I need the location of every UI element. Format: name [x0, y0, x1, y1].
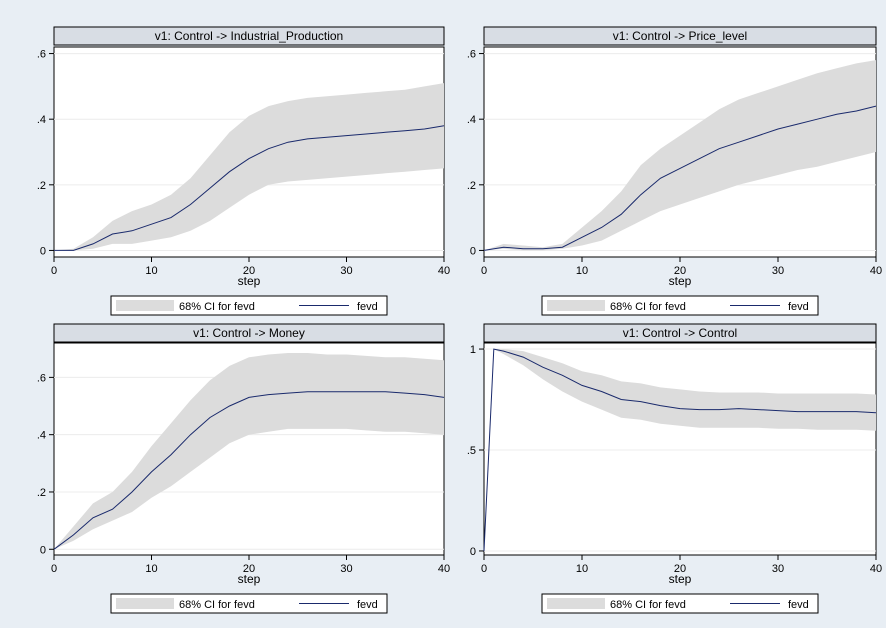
y-tick-label: .6 [37, 49, 46, 61]
legend: 68% CI for fevd fevd [110, 593, 388, 614]
legend-ci-label: 68% CI for fevd [179, 599, 255, 611]
fevd-line [54, 125, 445, 251]
x-tick-label: 0 [481, 563, 487, 575]
legend-ci-swatch [547, 598, 605, 609]
legend: 68% CI for fevd fevd [110, 295, 388, 316]
legend-line-label: fevd [357, 599, 378, 611]
ci-band [484, 60, 876, 251]
y-tick-label: 0 [470, 546, 476, 558]
x-tick-label: 0 [481, 265, 487, 277]
y-tick-label: .2 [37, 487, 46, 499]
chart-title-bar [53, 26, 445, 46]
y-tick-label: 0 [40, 245, 46, 257]
x-tick-label: 0 [51, 265, 57, 277]
x-tick-label: 0 [51, 563, 57, 575]
legend-line-label: fevd [788, 301, 809, 313]
legend: 68% CI for fevd fevd [541, 593, 819, 614]
chart-title: v1: Control -> Price_level [613, 29, 747, 43]
y-tick-label: .4 [37, 114, 46, 126]
chart-title: v1: Control -> Money [193, 326, 305, 340]
legend-box [541, 593, 819, 614]
x-tick-label: 20 [243, 563, 255, 575]
ci-band [54, 83, 444, 251]
legend-ci-swatch [547, 300, 605, 311]
x-tick-label: 30 [772, 563, 784, 575]
fevd-line [483, 348, 877, 552]
chart-title: v1: Control -> Industrial_Production [155, 29, 343, 43]
ci-band [54, 353, 444, 550]
chart-title-bar [483, 26, 877, 46]
x-tick-label: 20 [243, 265, 255, 277]
y-tick-label: .6 [467, 49, 476, 61]
x-axis-label: step [669, 274, 692, 288]
x-axis-label: step [669, 572, 692, 586]
chart-panel-1: v1: Control -> Industrial_Production 0 .2.… [37, 26, 450, 316]
y-tick-label: 0 [470, 245, 476, 257]
chart-panel-2: v1: Control -> Price_level 0 .2 .4 .6 0 10 20 30… [467, 26, 882, 316]
x-tick-label: 30 [340, 265, 352, 277]
legend-line-label: fevd [357, 301, 378, 313]
x-tick-label: 40 [870, 563, 882, 575]
y-tick-label: .2 [37, 180, 46, 192]
ci-band [484, 349, 876, 551]
chart-panel-3: v1: Control -> Money 0 .2 .4 .6 0 10 20 30 40 step… [37, 323, 450, 614]
x-tick-label: 40 [438, 563, 450, 575]
legend-box [110, 593, 388, 614]
y-tick-label: .6 [37, 372, 46, 384]
legend-ci-label: 68% CI for fevd [610, 599, 686, 611]
x-tick-label: 10 [576, 563, 588, 575]
x-tick-label: 10 [145, 563, 157, 575]
legend-box [110, 295, 388, 316]
chart-title-bar [53, 323, 445, 343]
legend-ci-swatch [116, 300, 174, 311]
legend-ci-swatch [116, 598, 174, 609]
legend-box [541, 295, 819, 316]
fevd-line [53, 391, 445, 550]
fevd-line [483, 105, 877, 251]
legend-line-label: fevd [788, 599, 809, 611]
x-tick-label: 10 [576, 265, 588, 277]
y-tick-label: .5 [467, 445, 476, 457]
legend-ci-label: 68% CI for fevd [610, 301, 686, 313]
x-axis-label: step [238, 572, 261, 586]
chart-title-bar [483, 323, 877, 343]
x-axis-label: step [238, 274, 261, 288]
x-tick-label: 30 [340, 563, 352, 575]
x-tick-label: 20 [674, 563, 686, 575]
y-tick-label: 1 [470, 344, 476, 356]
x-tick-label: 40 [438, 265, 450, 277]
y-tick-label: .2 [467, 180, 476, 192]
y-tick-label: .4 [467, 114, 476, 126]
x-tick-label: 30 [772, 265, 784, 277]
x-tick-label: 20 [674, 265, 686, 277]
y-tick-label: .4 [37, 430, 46, 442]
legend: 68% CI for fevd fevd [541, 295, 819, 316]
chart-title: v1: Control -> Control [623, 326, 737, 340]
legend-ci-label: 68% CI for fevd [179, 301, 255, 313]
x-tick-label: 10 [145, 265, 157, 277]
y-tick-label: 0 [40, 544, 46, 556]
x-tick-label: 40 [870, 265, 882, 277]
